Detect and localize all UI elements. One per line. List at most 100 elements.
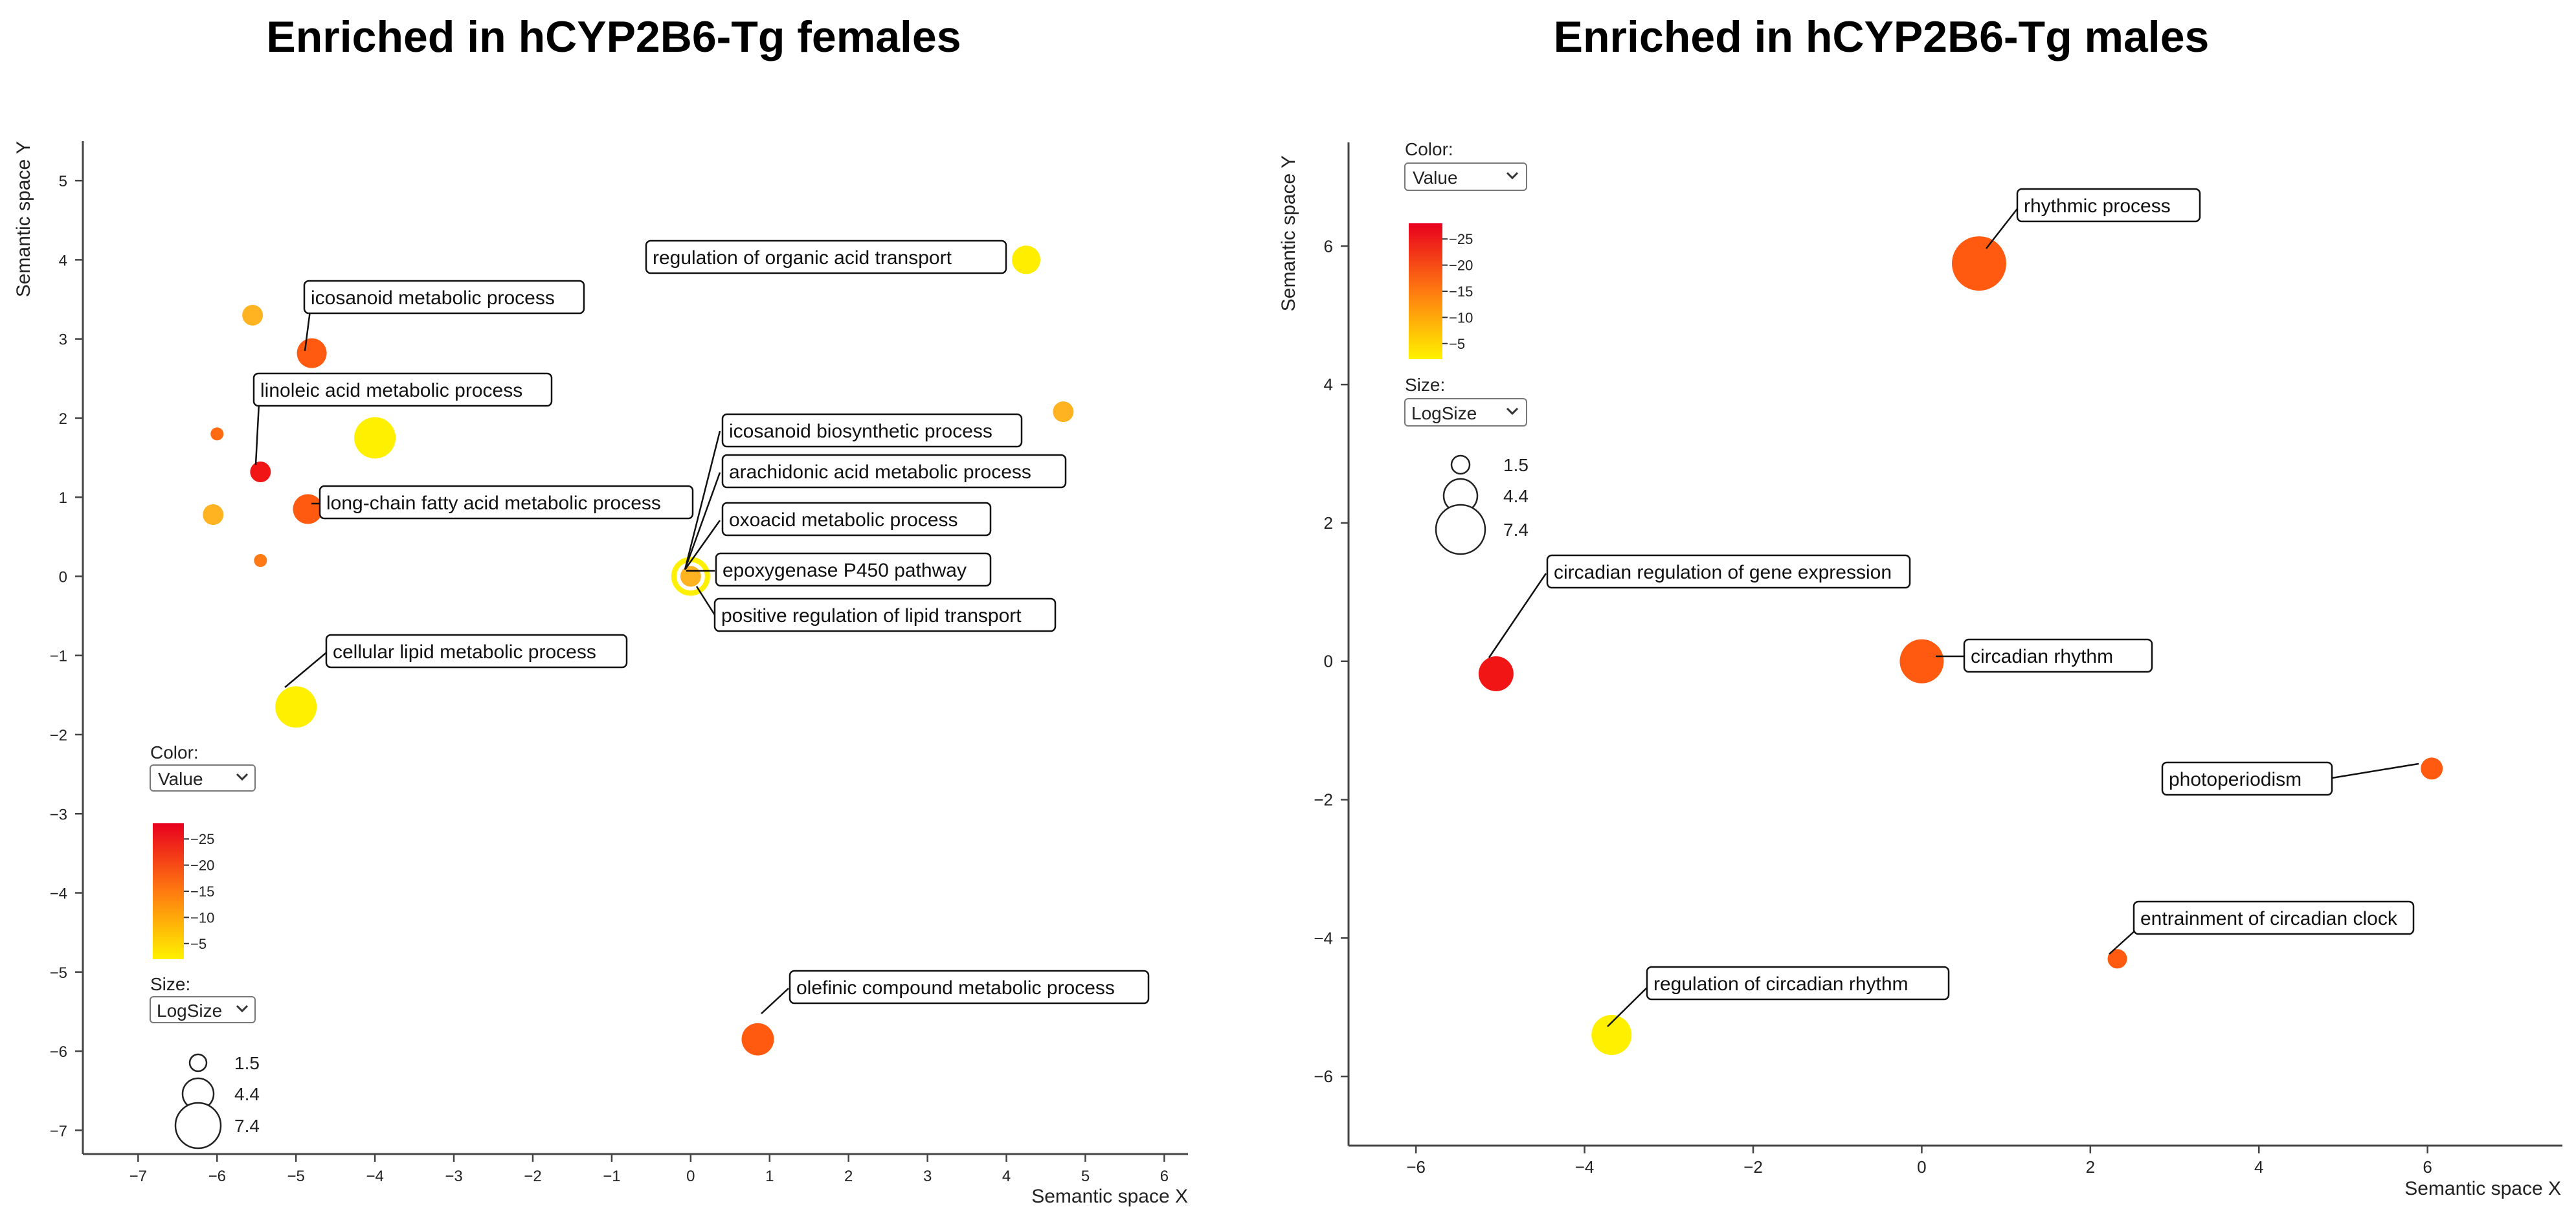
females-color-scale-ticks: −25 −20 −15 −10 −5 [184,831,214,952]
label-box [2161,761,2333,796]
connector-arachidonic-acid [684,472,721,570]
x-tick-label: −4 [366,1168,383,1185]
y-tick-label: −2 [50,727,67,744]
x-tick-label: −4 [1575,1157,1595,1177]
x-tick-label: 0 [686,1168,695,1185]
y-tick-label: −4 [1314,928,1333,948]
data-point[interactable] [1951,236,2006,291]
y-tick-label: −7 [50,1122,67,1140]
x-tick-label: 1 [765,1168,774,1185]
connector-rhythmic-process [1986,206,2019,249]
x-tick-label: −6 [208,1168,226,1185]
data-point[interactable] [203,504,224,526]
x-tick-label: 6 [1160,1168,1169,1185]
size-select[interactable]: LogSize [1404,398,1527,427]
size-select-value: LogSize [1411,403,1477,423]
label-text: circadian rhythm [1971,646,2113,667]
label-epoxygenase-p450-pathway: epoxygenase P450 pathway [715,552,992,587]
label-box [1963,638,2153,673]
data-point[interactable] [210,427,224,441]
females-x-ticks: −7 −6 −5 −4 −3 −2 −1 0 1 2 3 4 5 6 [129,1154,1169,1185]
data-point[interactable] [1591,1014,1632,1055]
color-select[interactable]: Value [1404,162,1527,191]
color-control-label: Color: [150,742,199,762]
label-circadian-regulation-of-gene-expression: circadian regulation of gene expression [1546,554,1911,589]
females-chart-title: Enriched in hCYP2B6-Tg females [266,12,961,61]
label-box [2133,900,2415,935]
color-scale-tick-label: −10 [1449,309,1473,326]
y-tick-label: 0 [1324,652,1333,671]
x-tick-label: −2 [1743,1157,1763,1177]
data-point[interactable] [1478,656,1514,691]
color-select-box[interactable] [1404,162,1527,191]
males-x-ticks: −6 −4 −2 0 2 4 6 [1406,1146,2432,1177]
label-olefinic-compound-metabolic-process: olefinic compound metabolic process [789,970,1150,1005]
y-tick-label: −2 [1314,790,1333,810]
data-point[interactable] [293,494,323,524]
data-point[interactable] [680,566,701,587]
data-point[interactable] [1053,401,1074,423]
label-box [303,280,585,315]
size-select-value: LogSize [157,1001,222,1021]
color-scale-tick-label: −5 [190,936,207,952]
label-arachidonic-acid-metabolic-process: arachidonic acid metabolic process [721,454,1067,489]
data-point[interactable] [2421,757,2443,780]
males-x-axis-label: Semantic space X [2404,1178,2561,1199]
color-select[interactable]: Value [150,764,256,792]
size-select-box[interactable] [1404,398,1527,427]
males-connectors [1488,206,2419,1027]
females-axes: −7 −6 −5 −4 −3 −2 −1 0 1 2 3 4 5 6 −7−6−5−4−3−2−10123… [13,141,1188,1207]
label-text: rhythmic process [2024,195,2171,217]
chevron-down-icon [236,1005,249,1013]
data-point[interactable] [2107,949,2127,969]
label-text: cellular lipid metabolic process [333,641,596,663]
males-chart: Enriched in hCYP2B6-Tg males −6 −4 −2 0 2 4 6 … [1278,12,2562,1199]
color-scale-tick-label: −25 [1449,231,1473,247]
label-box [252,372,553,407]
size-legend-circle-large [1435,504,1486,555]
data-point[interactable] [297,338,327,368]
color-control-label: Color: [1405,139,1453,159]
label-text: olefinic compound metabolic process [796,977,1115,999]
data-point[interactable] [242,304,263,326]
label-text: regulation of circadian rhythm [1653,973,1909,995]
connector-photoperiodism [2331,762,2419,779]
label-box [715,552,992,587]
size-select-box[interactable] [150,996,256,1023]
label-text: icosanoid biosynthetic process [729,421,992,442]
females-y-ticks: −7 −6 −5 −4 −3 −2 −1 0 1 2 3 4 5 [50,173,83,1140]
color-select-box[interactable] [150,764,256,792]
y-tick-label: 4 [59,252,67,269]
label-text: regulation of organic acid transport [653,247,952,269]
males-color-scale-ticks: −25 −20 −15 −10 −5 [1442,231,1473,352]
x-tick-label: 4 [1002,1168,1011,1185]
color-scale-tick-label: −10 [190,909,214,926]
data-point[interactable] [1899,639,1944,683]
label-box [721,454,1067,489]
data-point[interactable] [1012,245,1041,274]
data-point[interactable] [741,1023,774,1056]
label-icosanoid-biosynthetic-process: icosanoid biosynthetic process [721,413,1023,448]
females-controls: Color: Value −25 −20 −15 −10 −5 Size: LogSiz… [150,742,260,1150]
label-regulation-of-circadian-rhythm: regulation of circadian rhythm [1646,966,1950,1001]
label-icosanoid-metabolic-process: icosanoid metabolic process [303,280,585,315]
size-legend-circle-small [188,1053,208,1072]
label-linoleic-acid-metabolic-process: linoleic acid metabolic process [252,372,553,407]
label-text: positive regulation of lipid transport [721,605,1022,627]
size-legend-value-small: 1.5 [1503,455,1529,475]
data-point[interactable] [254,554,267,568]
y-tick-label: 5 [59,173,67,190]
y-tick-label: 3 [59,331,67,349]
y-tick-label: 2 [59,410,67,428]
females-connectors [254,256,1006,1014]
data-point[interactable] [250,461,271,483]
size-select[interactable]: LogSize [150,996,256,1023]
x-tick-label: 0 [1917,1157,1926,1177]
data-point[interactable] [354,417,396,459]
color-scale-bar [153,823,184,959]
data-point[interactable] [275,686,317,728]
x-tick-label: −3 [445,1168,462,1185]
chevron-down-icon [1506,172,1519,180]
label-text: entrainment of circadian clock [2140,908,2398,929]
